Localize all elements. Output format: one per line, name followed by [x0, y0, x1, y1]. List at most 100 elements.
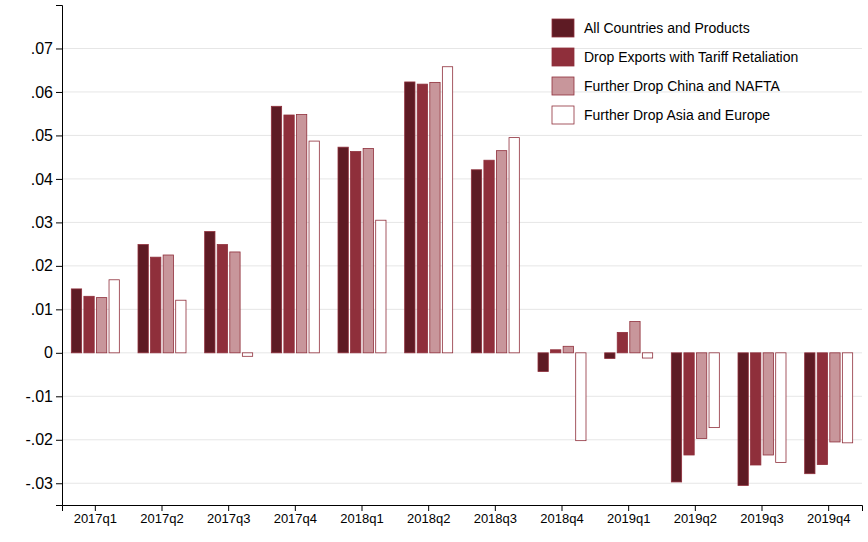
- legend-swatch: [552, 106, 574, 124]
- x-tick-label: 2019q3: [740, 511, 783, 526]
- legend-item: Further Drop China and NAFTA: [552, 77, 780, 95]
- x-tick-mark: [762, 505, 763, 511]
- x-tick: 2019q3: [740, 505, 783, 526]
- y-tick: -.01: [25, 388, 62, 405]
- y-tick: .06: [31, 84, 62, 101]
- y-axis-line: [56, 6, 63, 506]
- bar: [830, 353, 840, 442]
- y-tick: -.03: [25, 475, 62, 492]
- bar: [230, 252, 240, 353]
- y-tick-mark: [56, 353, 62, 354]
- bar: [430, 82, 440, 352]
- y-axis: -.03-.02-.010.01.02.03.04.05.06.07: [25, 6, 62, 506]
- bar: [405, 82, 415, 353]
- x-tick-label: 2017q4: [274, 511, 317, 526]
- y-tick-label: -.03: [25, 475, 53, 492]
- y-tick-mark: [56, 266, 62, 267]
- bar: [284, 115, 294, 353]
- y-tick-mark: [56, 92, 62, 93]
- y-tick-label: .06: [31, 84, 53, 101]
- x-tick: 2018q2: [407, 505, 450, 526]
- bar: [563, 346, 573, 353]
- x-tick-label: 2019q4: [807, 511, 850, 526]
- y-tick-label: .02: [31, 257, 53, 274]
- legend-label: Further Drop Asia and Europe: [584, 107, 770, 123]
- bar: [671, 353, 681, 482]
- y-tick-label: -.01: [25, 388, 53, 405]
- bar: [805, 353, 815, 474]
- legend: All Countries and Products Drop Exports w…: [552, 19, 798, 124]
- bar: [176, 300, 186, 353]
- bar: [242, 353, 252, 356]
- bar: [217, 245, 227, 353]
- y-tick-label: .07: [31, 40, 53, 57]
- plot: -.03-.02-.010.01.02.03.04.05.06.072017q1…: [25, 6, 862, 527]
- legend-label: Drop Exports with Tariff Retaliation: [584, 49, 798, 65]
- y-tick: -.02: [25, 431, 62, 448]
- bar: [71, 289, 81, 353]
- bar: [696, 353, 706, 439]
- y-tick-label: 0: [44, 344, 53, 361]
- legend-label: All Countries and Products: [584, 20, 750, 36]
- y-tick-mark: [56, 179, 62, 180]
- bar: [751, 353, 761, 465]
- x-tick: 2018q3: [474, 505, 517, 526]
- y-tick-label: .04: [31, 171, 53, 188]
- y-tick: 0: [44, 344, 62, 361]
- x-tick-mark: [295, 505, 296, 511]
- x-tick-mark: [162, 505, 163, 511]
- y-tick: .02: [31, 257, 62, 274]
- bar: [484, 160, 494, 353]
- bar: [630, 322, 640, 353]
- x-tick-mark: [695, 505, 696, 511]
- legend-item: Further Drop Asia and Europe: [552, 106, 770, 124]
- y-tick-mark: [56, 483, 62, 484]
- bar: [351, 152, 361, 353]
- x-tick-label: 2018q1: [340, 511, 383, 526]
- bar: [776, 353, 786, 463]
- bar: [151, 257, 161, 353]
- bar: [417, 84, 427, 353]
- bar: [763, 353, 773, 455]
- bar: [538, 353, 548, 372]
- bar: [642, 353, 652, 358]
- bar: [471, 170, 481, 353]
- x-axis: 2017q12017q22017q32017q42018q12018q22018…: [63, 505, 863, 526]
- x-tick: 2019q2: [674, 505, 717, 526]
- x-tick-mark: [495, 505, 496, 511]
- bar: [442, 67, 452, 353]
- bar: [605, 353, 615, 359]
- legend-label: Further Drop China and NAFTA: [584, 78, 780, 94]
- y-tick-mark: [56, 135, 62, 136]
- bar: [163, 255, 173, 353]
- bar: [509, 138, 519, 353]
- x-tick: 2017q4: [274, 505, 317, 526]
- x-tick: 2019q4: [807, 505, 850, 526]
- bar: [738, 353, 748, 486]
- y-tick-mark: [56, 396, 62, 397]
- x-tick-label: 2017q1: [74, 511, 117, 526]
- grid-line: [62, 222, 862, 223]
- bar: [309, 141, 319, 353]
- bar: [842, 353, 852, 443]
- legend-swatch: [552, 19, 574, 37]
- x-tick-label: 2018q3: [474, 511, 517, 526]
- bar: [296, 115, 306, 353]
- x-tick-label: 2019q2: [674, 511, 717, 526]
- chart: -.03-.02-.010.01.02.03.04.05.06.072017q1…: [0, 0, 868, 542]
- bar: [138, 245, 148, 353]
- y-tick-mark: [56, 440, 62, 441]
- x-tick-mark: [362, 505, 363, 511]
- x-tick-label: 2018q2: [407, 511, 450, 526]
- x-tick: 2018q1: [340, 505, 383, 526]
- grid-line: [62, 265, 862, 266]
- bar: [617, 332, 627, 352]
- y-tick-label: .01: [31, 301, 53, 318]
- bar: [684, 353, 694, 455]
- x-tick-mark: [95, 505, 96, 511]
- y-tick: .04: [31, 171, 62, 188]
- bar: [376, 220, 386, 353]
- y-tick-label: .03: [31, 214, 53, 231]
- legend-item: Drop Exports with Tariff Retaliation: [552, 48, 798, 66]
- bar: [363, 148, 373, 352]
